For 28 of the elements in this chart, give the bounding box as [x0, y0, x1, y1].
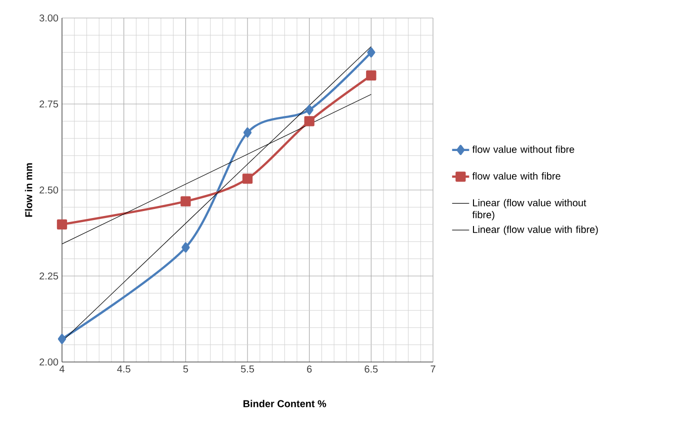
- y-axis-title: Flow in mm: [24, 163, 32, 217]
- point: [56, 219, 68, 230]
- y-tick-label: 2.00: [40, 358, 58, 366]
- x-tick-label: 4.5: [117, 366, 130, 372]
- legend-label: flow value with fibre: [472, 172, 560, 180]
- point: [366, 70, 376, 81]
- x-tick-label: 6.5: [364, 366, 378, 373]
- point: [180, 196, 191, 206]
- point: [182, 242, 190, 253]
- x-tick-label: 4: [59, 366, 64, 372]
- y-tick-label: 3.00: [39, 14, 58, 22]
- y-tick-label: 2.75: [40, 100, 58, 108]
- x-tick-label: 5: [183, 366, 188, 372]
- y-tick-label: 2.25: [40, 272, 58, 280]
- x-tick-label: 5.5: [240, 366, 254, 372]
- point: [304, 116, 314, 126]
- point: [58, 334, 66, 344]
- legend-label: flow value without fibre: [472, 146, 574, 153]
- legend-label: Linear (flow value with fibre): [473, 226, 598, 235]
- point: [367, 47, 376, 58]
- x-axis-title: Binder Content %: [243, 400, 326, 408]
- legend-label: Linear (flow value without fibre): [472, 198, 586, 220]
- x-tick-label: 7: [430, 366, 436, 372]
- x-tick-label: 6: [307, 366, 312, 373]
- point: [305, 104, 314, 115]
- point: [243, 127, 252, 138]
- point: [242, 174, 253, 184]
- y-tick-label: 2.50: [40, 186, 58, 194]
